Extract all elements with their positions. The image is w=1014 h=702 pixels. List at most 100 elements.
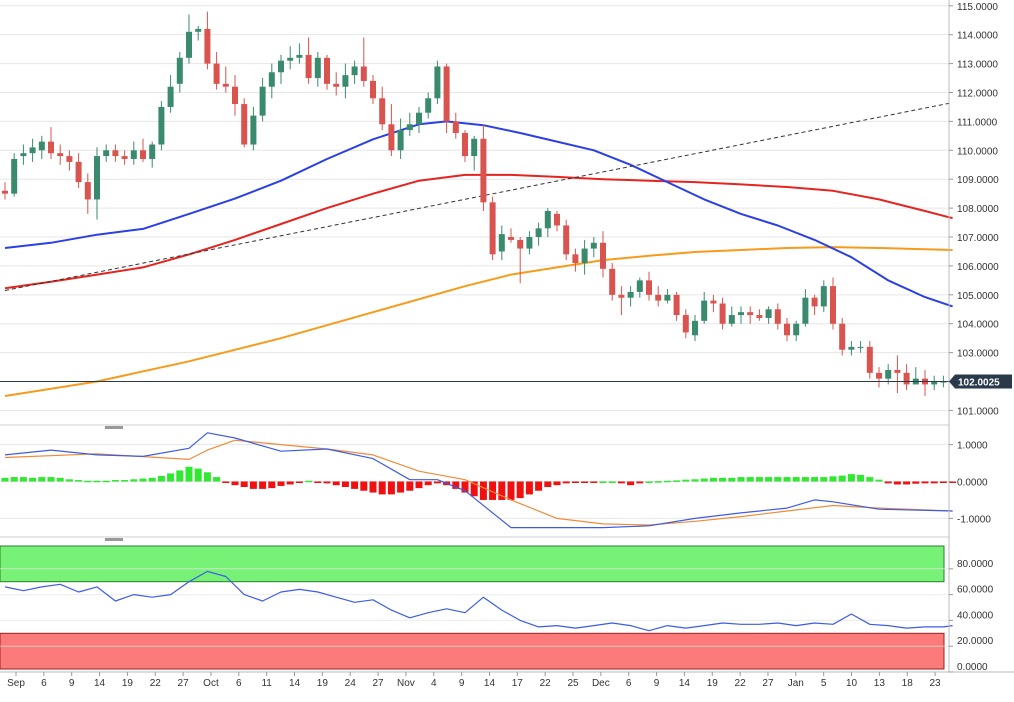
panel-resize-handle-1[interactable] (105, 426, 123, 429)
price-panel[interactable] (0, 5, 953, 411)
rsi-tick-label: 80.0000 (957, 559, 994, 570)
macd-histogram-bar (351, 481, 359, 489)
time-tick-label: 5 (821, 678, 827, 689)
candle (471, 135, 478, 171)
macd-histogram-bar (857, 474, 865, 482)
candle-body (636, 280, 643, 292)
macd-histogram-bar (709, 477, 717, 482)
time-tick-label: 11 (261, 678, 272, 689)
rsi-oversold-band (0, 632, 945, 670)
candle (489, 196, 496, 261)
price-axis[interactable]: 101.0000102.0000103.0000104.0000105.0000… (949, 2, 999, 418)
macd-histogram-bar (654, 481, 662, 483)
candle-body (259, 86, 266, 116)
macd-histogram-bar (820, 477, 828, 482)
macd-histogram-bar (387, 481, 395, 495)
macd-histogram-bar (378, 481, 386, 495)
candle-body (866, 346, 873, 373)
macd-tick-label: 0.0000 (957, 478, 988, 489)
candle-body (388, 124, 395, 151)
macd-histogram-bar (65, 479, 73, 482)
candle-body (839, 323, 846, 350)
candle (121, 150, 128, 165)
macd-histogram-bar (130, 479, 138, 482)
candle-body (894, 369, 901, 373)
price-tick-label: 115.0000 (957, 2, 998, 13)
candle (655, 286, 662, 307)
macd-histogram-bar (102, 480, 110, 483)
macd-histogram-bar (461, 481, 469, 493)
candle-body (710, 300, 717, 304)
candle (176, 52, 183, 93)
macd-histogram-bar (755, 477, 763, 482)
candle (554, 211, 560, 232)
candle (609, 263, 616, 301)
candle (314, 52, 321, 87)
candle-body (112, 150, 119, 157)
candle-body (857, 346, 864, 348)
candle-body (66, 156, 73, 162)
macd-histogram-bar (240, 481, 248, 488)
candle-body (29, 147, 36, 154)
time-tick-label: 27 (762, 678, 774, 689)
candle (738, 306, 744, 324)
macd-axis[interactable]: 1.0000 0.0000 -1.0000 (949, 441, 991, 526)
candle-body (480, 138, 487, 203)
candle (719, 297, 726, 330)
time-axis[interactable]: Sep 6 9 14 19 22 27 Oct 6 11 14 19 24 27 Nov 4 9 14 17 22 25… (7, 672, 941, 689)
rsi-line-path (4, 570, 953, 632)
macd-histogram-bar (516, 481, 524, 499)
candle (379, 86, 386, 131)
candle-body (296, 54, 303, 58)
macd-histogram-bar (194, 468, 202, 482)
macd-histogram-bar (562, 481, 570, 484)
macd-histogram-bar (56, 477, 64, 482)
macd-histogram-bar (332, 481, 340, 486)
candle-body (581, 248, 588, 264)
candle (38, 135, 45, 159)
time-tick-label: 14 (94, 678, 106, 689)
candle (498, 225, 505, 261)
candle-body (682, 315, 689, 333)
price-tick-label: 113.0000 (957, 60, 998, 71)
macd-histogram-bar (829, 476, 837, 482)
macd-histogram-bar (479, 481, 487, 500)
time-tick-label: 17 (512, 678, 524, 689)
candle (830, 277, 836, 330)
candle (158, 101, 165, 151)
candle (452, 112, 459, 139)
candle (259, 78, 266, 122)
time-tick-label: Sep (7, 678, 25, 689)
candle-body (416, 112, 422, 125)
macd-histogram-bar (608, 481, 616, 483)
macd-histogram-bar (75, 480, 83, 482)
price-tick-label: 105.0000 (957, 291, 999, 302)
candle-body (186, 31, 192, 58)
macd-signal-line (4, 439, 953, 526)
candle-body (876, 372, 882, 379)
sma-red-line (4, 173, 953, 290)
macd-histogram-bar (139, 478, 147, 482)
price-tick-label: 103.0000 (957, 349, 999, 360)
candle (287, 46, 294, 70)
time-tick-label: Oct (203, 678, 219, 689)
macd-histogram-bar (176, 470, 184, 482)
panel-resize-handle-2[interactable] (105, 538, 123, 541)
macd-histogram-bar (29, 477, 37, 482)
candle-body (158, 106, 165, 145)
candle-body (360, 66, 367, 81)
macd-panel[interactable] (0, 432, 957, 529)
candle-body (931, 381, 938, 385)
time-tick-label: 19 (122, 678, 134, 689)
candle (508, 228, 514, 243)
macd-line (4, 432, 953, 529)
time-tick-label: Dec (592, 678, 610, 689)
rsi-axis[interactable]: 80.0000 60.0000 40.0000 20.0000 0.0000 (949, 559, 994, 673)
time-tick-label: 22 (735, 678, 747, 689)
candle (811, 294, 818, 316)
sma-blue-line (4, 120, 953, 308)
rsi-bands (0, 545, 945, 670)
candle (397, 118, 404, 159)
